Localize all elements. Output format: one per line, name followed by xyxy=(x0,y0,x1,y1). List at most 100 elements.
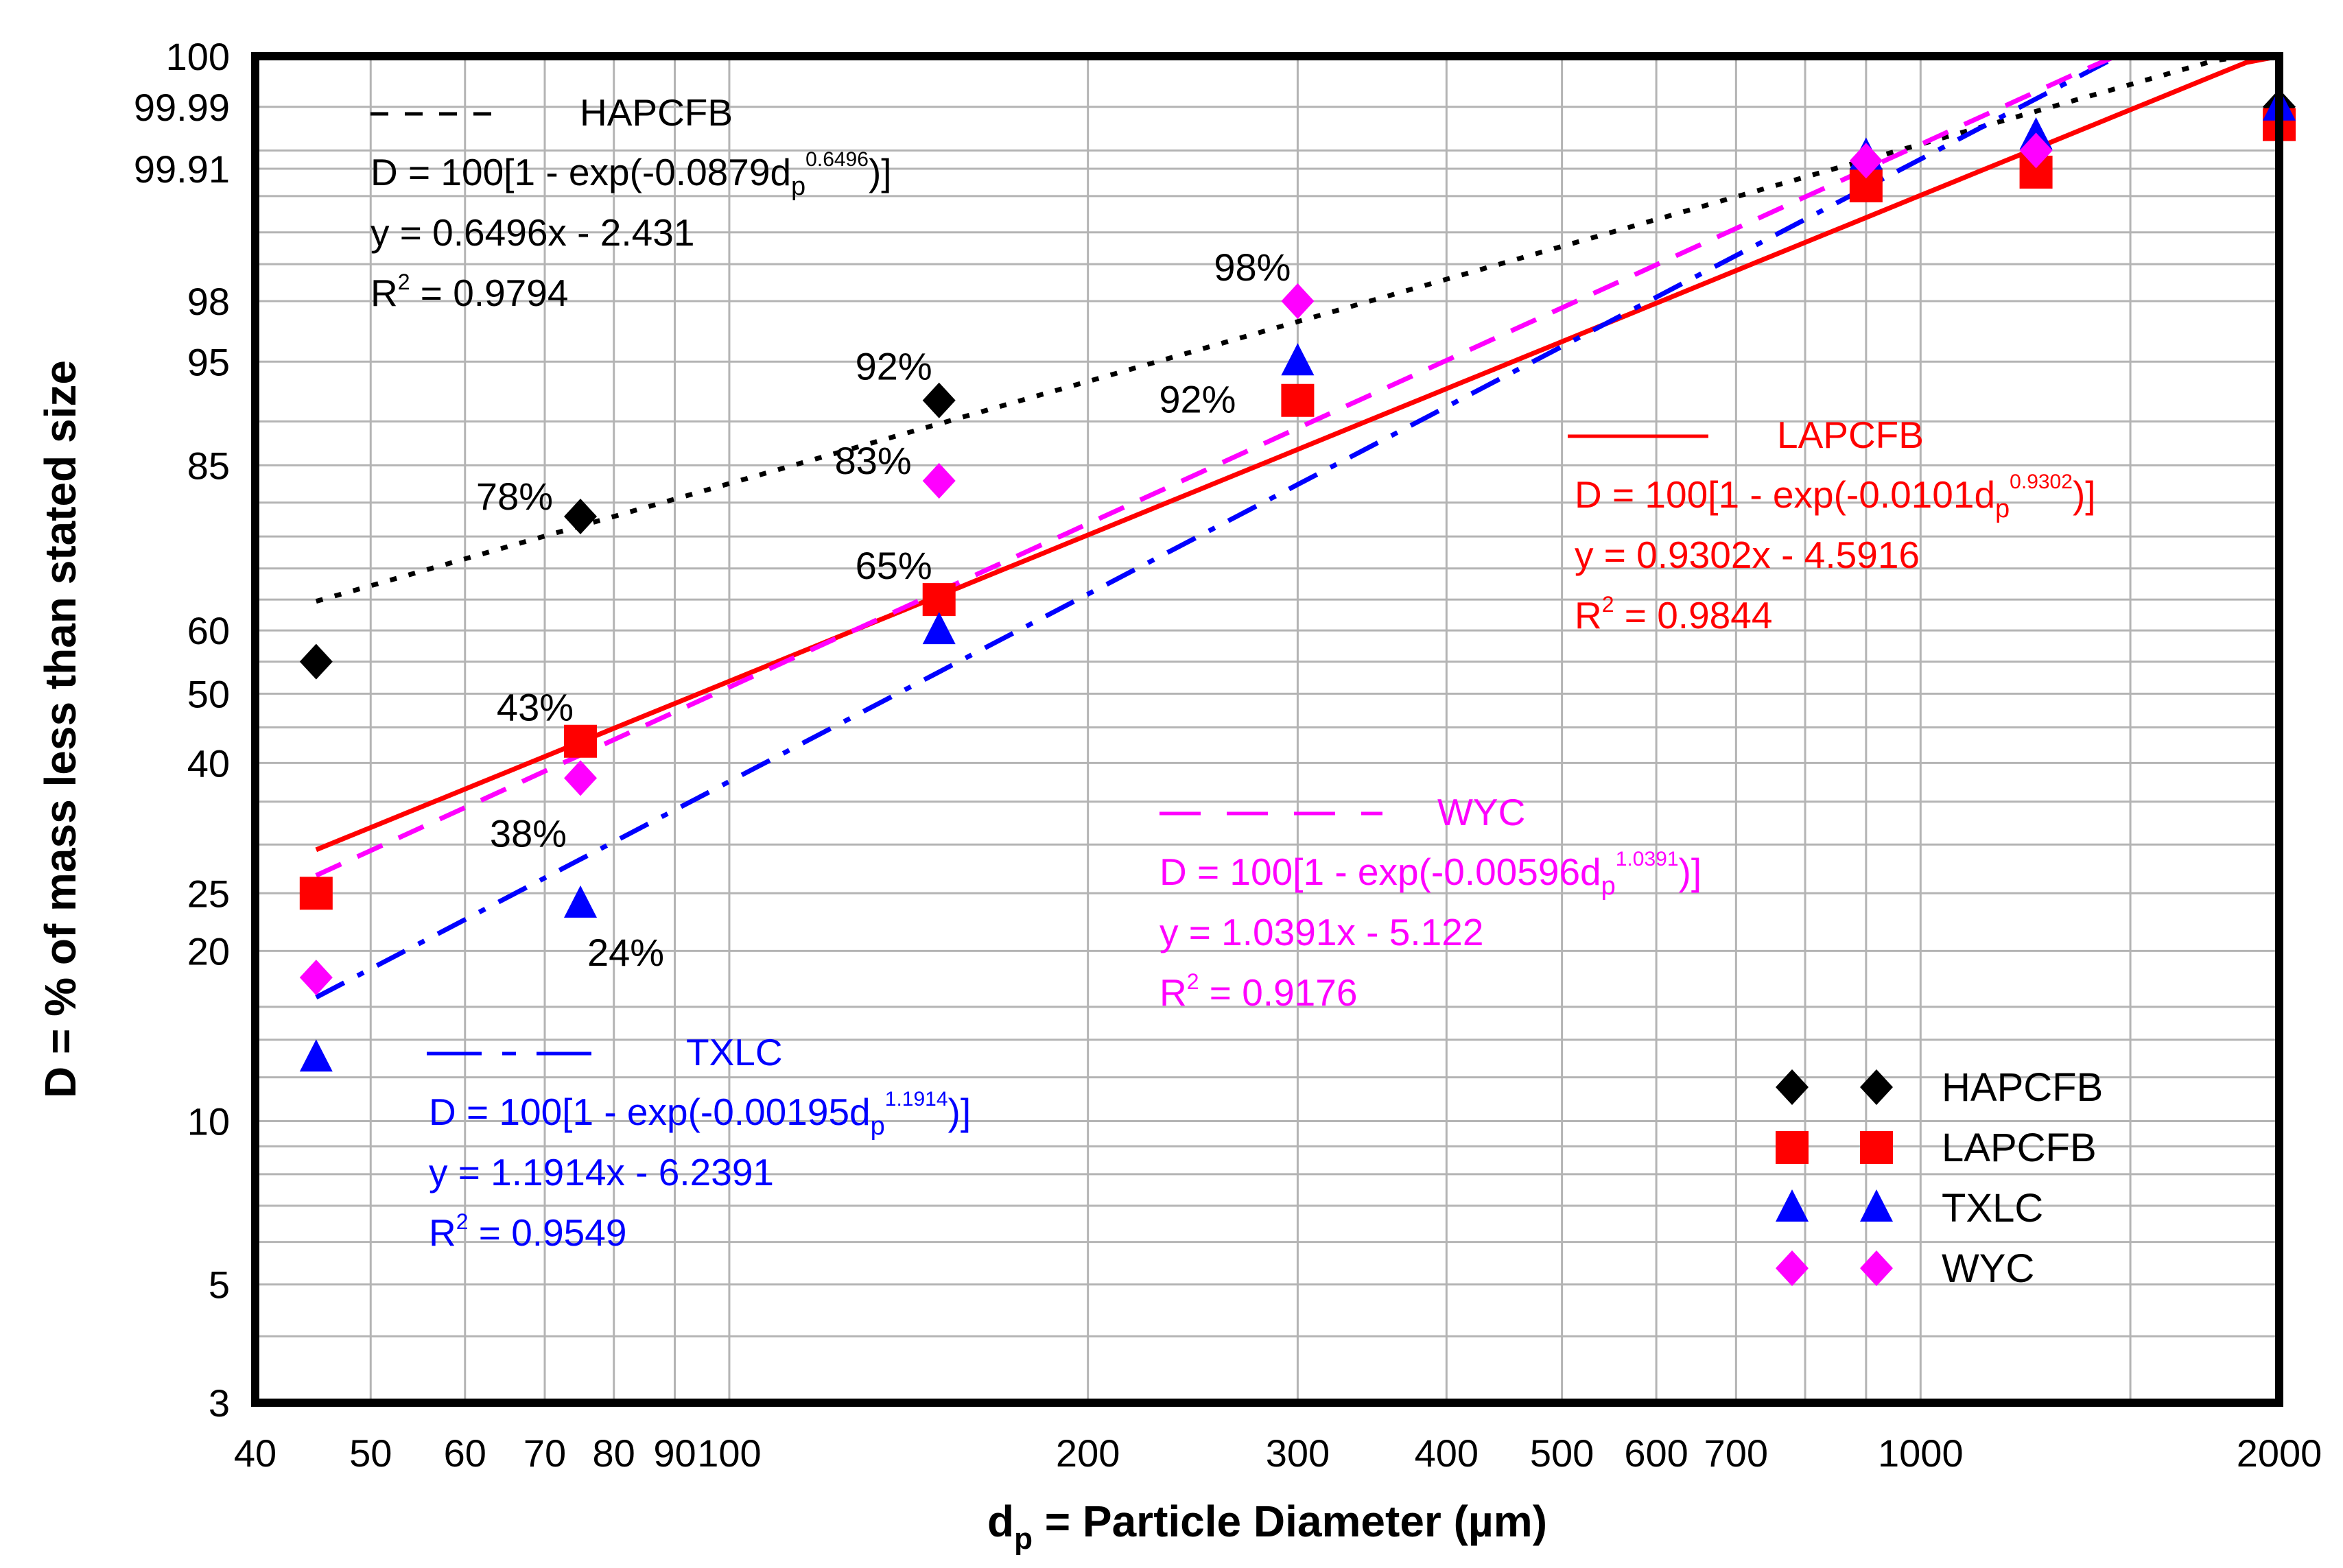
equation-series-name: TXLC xyxy=(686,1031,783,1073)
trend-lines xyxy=(315,54,2280,1000)
equation-series-name: WYC xyxy=(1437,791,1525,833)
trend-line-txlc xyxy=(315,54,2279,1000)
y-tick-label: 60 xyxy=(187,609,230,652)
y-tick-label: 98 xyxy=(187,280,230,323)
equation-formula-exponent: 1.0391 xyxy=(1616,848,1679,870)
point-annotations: 92% 78% 98% 92% 83% 65% 43% 38% 24% xyxy=(476,246,1291,974)
y-tick-label: 99.91 xyxy=(134,147,230,191)
y-tick-label: 99.99 xyxy=(134,86,230,129)
x-axis-title-subscript: p xyxy=(1014,1522,1033,1556)
x-tick-label: 600 xyxy=(1624,1432,1688,1475)
percent-label: 65% xyxy=(856,544,932,587)
legend-marker xyxy=(1860,1069,1893,1105)
equation-r2-value: = 0.9844 xyxy=(1614,594,1773,637)
y-tick-label: 50 xyxy=(187,672,230,715)
equation-formula: D = 100[1 - exp(-0.0879dp0.6496)] xyxy=(370,148,892,201)
point-hapcfb xyxy=(564,498,598,534)
x-tick-label: 400 xyxy=(1415,1432,1479,1475)
tick-labels: 40 50 60 70 80 90 100 200 300 400 500 600 700 1000 200… xyxy=(134,35,2322,1475)
legend-label: TXLC xyxy=(1942,1186,2043,1231)
x-tick-label: 50 xyxy=(349,1432,392,1475)
equation-formula-subscript: p xyxy=(1995,495,2010,523)
point-txlc xyxy=(1281,343,1315,376)
point-wyc xyxy=(2019,132,2053,169)
equation-formula-close: )] xyxy=(948,1091,972,1133)
equation-lapcfb: LAPCFB D = 100[1 - exp(-0.0101dp0.9302)] y… xyxy=(1568,414,2096,637)
equation-hapcfb: HAPCFB D = 100[1 - exp(-0.0879dp0.6496)] y… xyxy=(370,91,892,314)
equation-r2: R2 = 0.9844 xyxy=(1575,592,1772,637)
equation-formula-main: D = 100[1 - exp(-0.0879d xyxy=(370,151,791,193)
equation-r2-label: R xyxy=(1159,971,1187,1014)
point-txlc xyxy=(922,612,956,645)
equation-r2: R2 = 0.9794 xyxy=(370,270,568,314)
equation-r2-value: = 0.9176 xyxy=(1199,971,1358,1014)
equation-r2-exponent: 2 xyxy=(398,270,410,294)
data-points xyxy=(299,88,2296,1072)
equation-regression: y = 1.1914x - 6.2391 xyxy=(429,1151,774,1193)
equation-formula-subscript: p xyxy=(1601,872,1616,901)
equation-r2-label: R xyxy=(370,272,398,314)
x-tick-label: 100 xyxy=(697,1432,761,1475)
x-tick-label: 700 xyxy=(1704,1432,1768,1475)
equation-formula: D = 100[1 - exp(-0.00195dp1.1914)] xyxy=(429,1088,971,1141)
x-tick-label: 90 xyxy=(653,1432,696,1475)
equation-r2-value: = 0.9549 xyxy=(469,1211,627,1254)
x-tick-label: 40 xyxy=(234,1432,276,1475)
percent-label: 83% xyxy=(835,439,912,482)
y-tick-label: 25 xyxy=(187,872,230,915)
equation-r2-exponent: 2 xyxy=(1602,592,1614,617)
y-tick-label: 40 xyxy=(187,741,230,785)
x-tick-label: 2000 xyxy=(2237,1432,2322,1475)
legend-marker xyxy=(1860,1189,1893,1222)
x-tick-label: 80 xyxy=(593,1432,635,1475)
point-lapcfb xyxy=(564,724,598,758)
x-tick-label: 60 xyxy=(444,1432,486,1475)
percent-label: 98% xyxy=(1214,246,1291,289)
equation-formula-close: )] xyxy=(869,151,892,193)
equation-r2-label: R xyxy=(429,1211,456,1254)
point-hapcfb xyxy=(299,643,333,680)
equation-r2-exponent: 2 xyxy=(1187,969,1199,994)
equation-r2-exponent: 2 xyxy=(456,1209,469,1234)
percent-label: 24% xyxy=(587,931,664,974)
point-txlc xyxy=(299,1039,333,1072)
plot-frame xyxy=(251,52,2283,1407)
point-hapcfb xyxy=(922,382,956,418)
point-txlc xyxy=(564,885,598,918)
equation-formula-main: D = 100[1 - exp(-0.00195d xyxy=(429,1091,871,1133)
legend-marker xyxy=(1860,1250,1893,1286)
x-tick-label: 300 xyxy=(1266,1432,1330,1475)
equation-formula-subscript: p xyxy=(791,172,805,201)
y-tick-label: 95 xyxy=(187,340,230,383)
legend-item-hapcfb: HAPCFB xyxy=(1776,1065,2103,1110)
equation-series-name: LAPCFB xyxy=(1777,414,1924,456)
point-lapcfb xyxy=(299,877,333,910)
equation-formula-exponent: 0.9302 xyxy=(2010,471,2073,493)
y-axis-title: D = % of mass less than stated size xyxy=(36,360,85,1098)
equation-r2-value: = 0.9794 xyxy=(410,272,569,314)
equation-regression: y = 1.0391x - 5.122 xyxy=(1159,911,1483,953)
y-tick-label: 20 xyxy=(187,929,230,973)
equation-formula-exponent: 0.6496 xyxy=(805,148,869,171)
trend-line-hapcfb xyxy=(315,54,2279,604)
equation-regression: y = 0.6496x - 2.431 xyxy=(370,211,694,254)
equation-r2-label: R xyxy=(1575,594,1602,637)
y-tick-label: 3 xyxy=(209,1381,230,1425)
x-tick-label: 200 xyxy=(1056,1432,1120,1475)
point-lapcfb xyxy=(1281,383,1315,417)
point-lapcfb xyxy=(922,583,956,617)
point-wyc xyxy=(564,760,598,796)
legend-marker xyxy=(1776,1131,1809,1164)
point-wyc xyxy=(1281,283,1315,320)
point-wyc xyxy=(1849,143,1883,179)
legend-marker xyxy=(1860,1131,1893,1164)
equation-formula: D = 100[1 - exp(-0.00596dp1.0391)] xyxy=(1159,848,1702,901)
trend-line-lapcfb xyxy=(315,54,2280,853)
percent-label: 78% xyxy=(476,475,553,518)
equation-formula-main: D = 100[1 - exp(-0.0101d xyxy=(1575,473,1995,516)
percent-label: 92% xyxy=(1159,378,1236,421)
x-axis-title: dp = Particle Diameter (µm) xyxy=(987,1497,1547,1556)
equation-formula-main: D = 100[1 - exp(-0.00596d xyxy=(1159,851,1601,893)
